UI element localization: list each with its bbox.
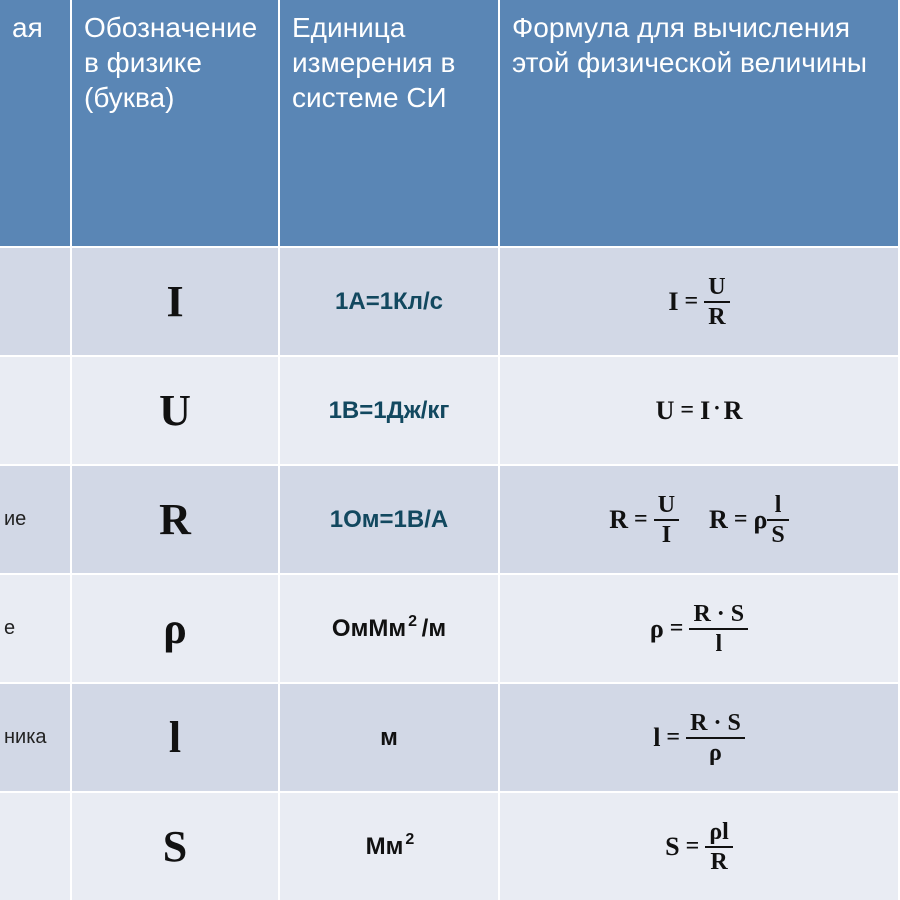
- formula: ρ=R · Sl: [650, 602, 748, 656]
- header-col-2: Единица измерения в системе СИ: [280, 0, 500, 246]
- row-unit: ОмМм2 /м: [280, 573, 500, 682]
- row-name-fragment: е: [0, 573, 72, 682]
- row-formula: S=ρlR: [500, 791, 900, 900]
- row-unit: м: [280, 682, 500, 791]
- row-symbol: I: [72, 246, 280, 355]
- formula: S=ρlR: [665, 820, 733, 874]
- header-col-3: Формула для вычисления этой физической в…: [500, 0, 900, 246]
- row-unit: 1В=1Дж/кг: [280, 355, 500, 464]
- header-col-1: Обозначение в физике (буква): [72, 0, 280, 246]
- row-name-fragment: [0, 355, 72, 464]
- formula: R=ρlS: [709, 493, 789, 547]
- row-unit: 1Ом=1В/А: [280, 464, 500, 573]
- row-symbol: ρ: [72, 573, 280, 682]
- row-unit: 1А=1Кл/с: [280, 246, 500, 355]
- row-formula: l=R · Sρ: [500, 682, 900, 791]
- formula: I=UR: [668, 275, 729, 329]
- row-formula: U=I·R: [500, 355, 900, 464]
- formula: R=UI: [609, 493, 679, 547]
- row-formula: R=UI R=ρlS: [500, 464, 900, 573]
- row-name-fragment: [0, 791, 72, 900]
- row-name-fragment: ие: [0, 464, 72, 573]
- row-symbol: l: [72, 682, 280, 791]
- row-symbol: U: [72, 355, 280, 464]
- row-symbol: R: [72, 464, 280, 573]
- header-col-0: ая: [0, 0, 72, 246]
- row-name-fragment: ника: [0, 682, 72, 791]
- formula: U=I·R: [656, 396, 743, 426]
- row-symbol: S: [72, 791, 280, 900]
- row-name-fragment: [0, 246, 72, 355]
- row-formula: I=UR: [500, 246, 900, 355]
- formula: l=R · Sρ: [653, 711, 745, 765]
- row-unit: Мм2: [280, 791, 500, 900]
- row-formula: ρ=R · Sl: [500, 573, 900, 682]
- physics-table: ая Обозначение в физике (буква) Единица …: [0, 0, 900, 900]
